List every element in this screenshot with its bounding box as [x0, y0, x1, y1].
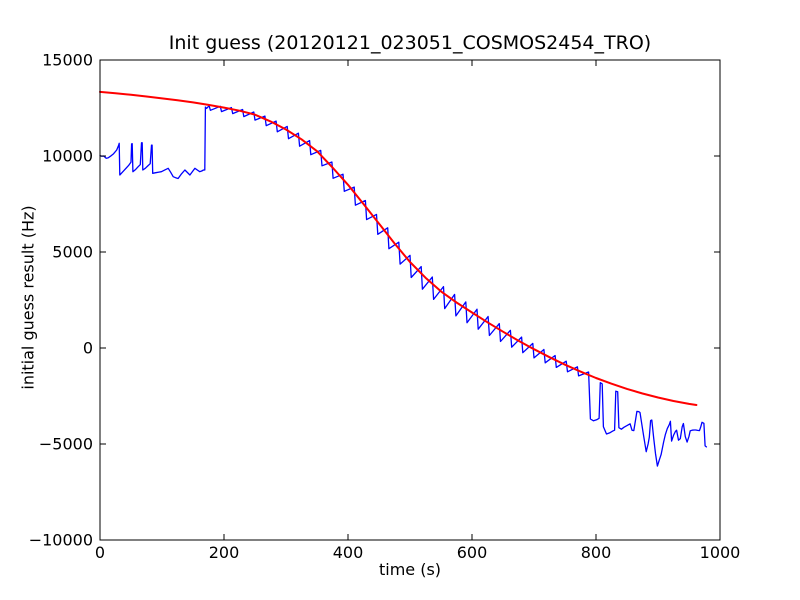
y-tick-label: 15000	[42, 51, 93, 70]
y-tick-label: 0	[83, 339, 93, 358]
x-tick-label: 1000	[700, 543, 741, 562]
axes-frame	[99, 59, 721, 541]
y-tick-label: 5000	[52, 243, 93, 262]
y-tick-label: 10000	[42, 147, 93, 166]
y-tick-label: −5000	[39, 435, 93, 454]
y-axis-label: initial guess result (Hz)	[18, 205, 38, 390]
x-tick-label: 0	[95, 543, 105, 562]
initial-guess-measured-line	[99, 105, 708, 467]
x-axis-label: time (s)	[378, 560, 442, 579]
chart-title: Init guess (20120121_023051_COSMOS2454_T…	[168, 32, 652, 54]
x-tick-label: 200	[209, 543, 240, 562]
x-tick-label: 800	[581, 543, 612, 562]
y-tick-label: −10000	[29, 531, 93, 550]
x-tick-label: 600	[457, 543, 488, 562]
fit-curve-line	[99, 90, 698, 406]
x-tick-label: 400	[333, 543, 364, 562]
